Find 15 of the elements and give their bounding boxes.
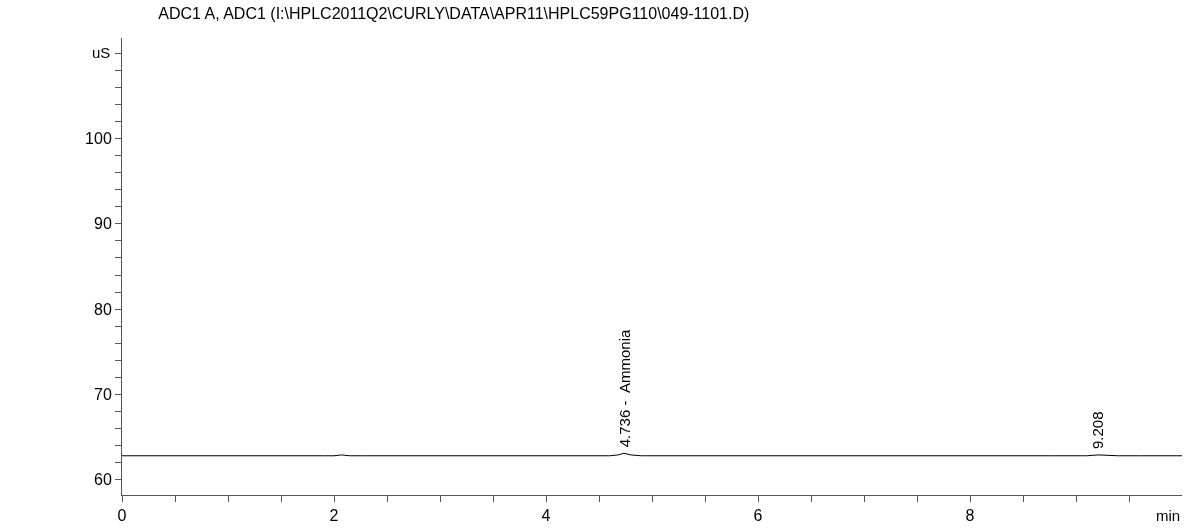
y-tick-label: 60 — [94, 471, 112, 489]
x-tick-label: 6 — [753, 507, 763, 525]
y-axis-title: uS — [92, 44, 111, 61]
y-tick-label: 90 — [94, 215, 112, 233]
x-axis-title: min — [1156, 507, 1181, 524]
x-tick-label: 2 — [329, 507, 339, 525]
y-tick-label: 100 — [85, 130, 112, 148]
annotation: 9.208 — [1089, 411, 1107, 449]
y-tick-label: 70 — [94, 385, 112, 403]
annotation: 4.736 - Ammonia — [615, 329, 633, 448]
x-tick-label: 0 — [117, 507, 127, 525]
chart-title: ADC1 A, ADC1 (I:\HPLC2011Q2\CURLY\DATA\APR11\HPLC59PG110\049-1101.D) — [158, 5, 750, 23]
x-tick-label: 8 — [965, 507, 975, 525]
y-tick-label: 80 — [94, 300, 112, 318]
x-tick-label: 4 — [541, 507, 551, 525]
